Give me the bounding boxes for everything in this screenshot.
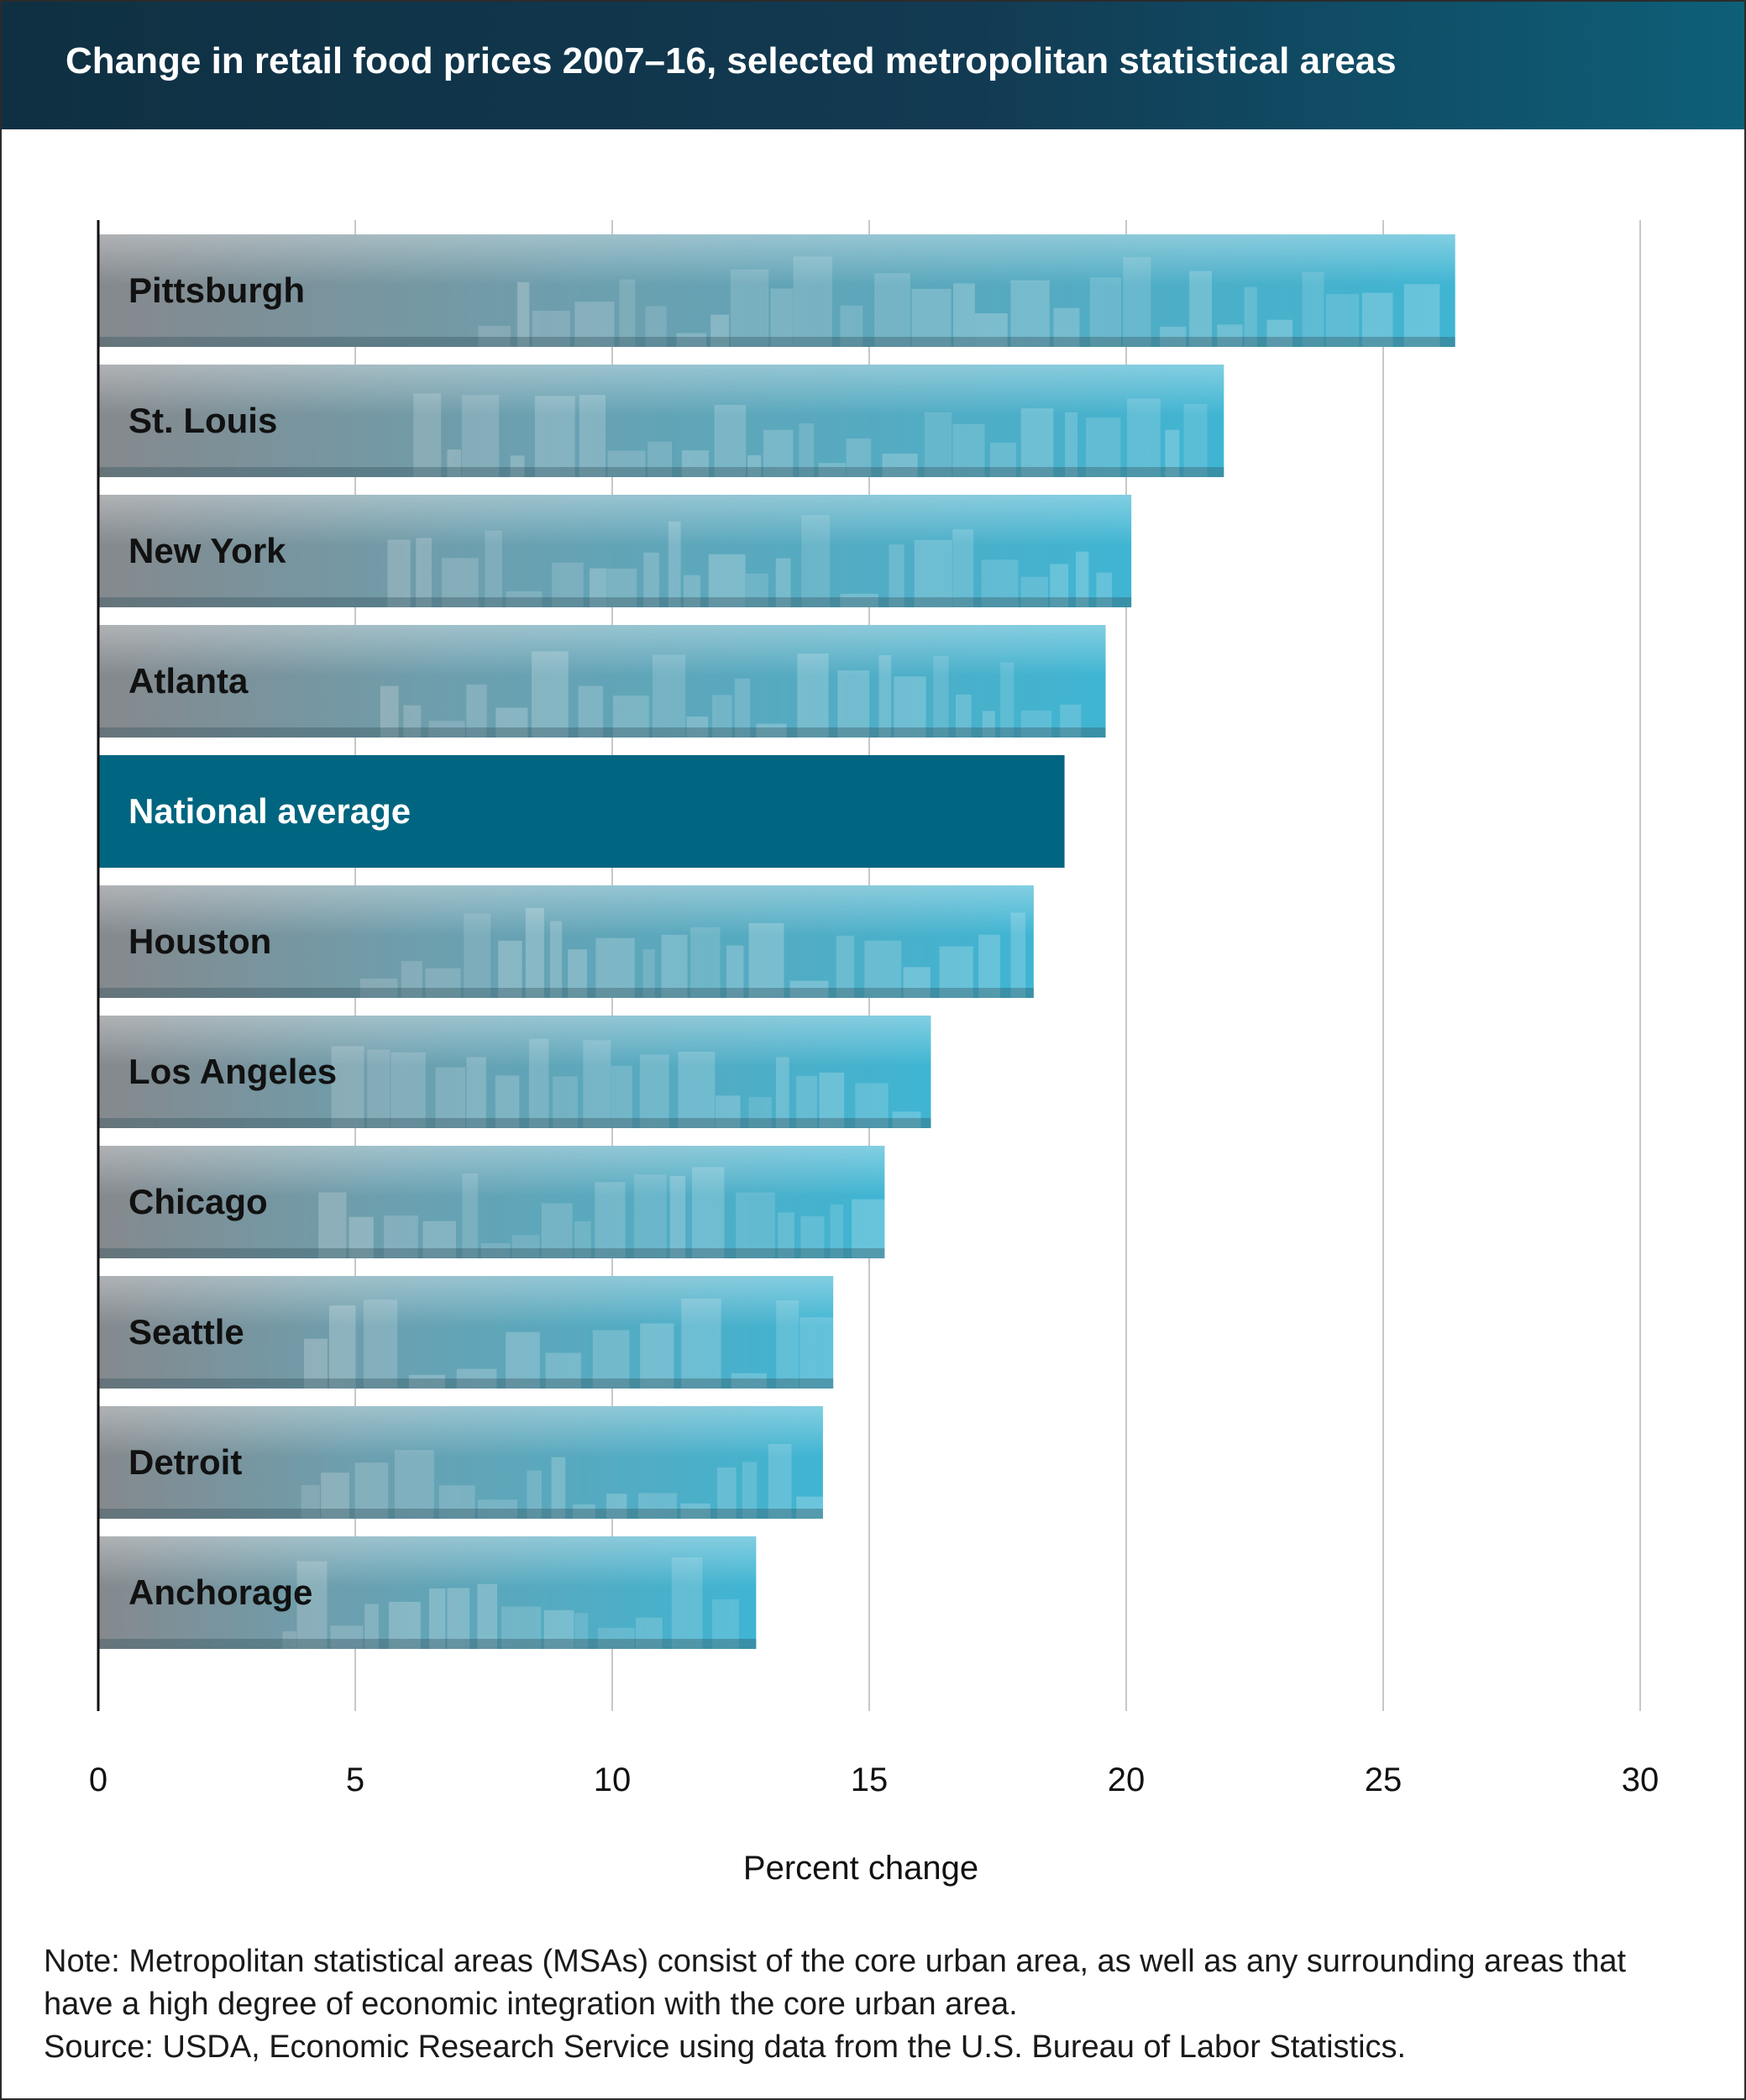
- bar-category-label: St. Louis: [128, 401, 277, 440]
- x-tick-label: 5: [346, 1761, 364, 1798]
- bar-group: Houston: [98, 885, 1034, 998]
- skyline-silhouette: [98, 1406, 823, 1519]
- note-line-2: have a high degree of economic integrati…: [44, 1987, 1018, 2022]
- bar-group: Los Angeles: [98, 1016, 931, 1128]
- bar-group: Seattle: [98, 1276, 834, 1389]
- skyline-silhouette: [98, 625, 1106, 738]
- bar-category-label: Seattle: [128, 1312, 244, 1352]
- skyline-silhouette: [98, 495, 1132, 607]
- bar-group: Pittsburgh: [98, 234, 1455, 347]
- x-tick-label: 30: [1622, 1761, 1659, 1798]
- skyline-silhouette: [98, 1276, 834, 1389]
- bar-group: Anchorage: [98, 1536, 757, 1649]
- bar-group: National average: [98, 755, 1065, 868]
- skyline-silhouette: [98, 234, 1455, 347]
- bars: Pittsburgh St. Louis New York Atlanta Nation…: [98, 234, 1455, 1649]
- skyline-silhouette: [98, 365, 1224, 477]
- x-tick-label: 0: [89, 1761, 107, 1798]
- chart-title: Change in retail food prices 2007–16, se…: [66, 40, 1397, 81]
- bar-chart: Pittsburgh St. Louis New York Atlanta Nation…: [89, 220, 1659, 1887]
- bar-category-label: National average: [128, 791, 411, 831]
- x-tick-label: 15: [851, 1761, 889, 1798]
- x-tick-label: 20: [1108, 1761, 1146, 1798]
- x-tick-label: 10: [594, 1761, 632, 1798]
- bar-group: St. Louis: [98, 365, 1224, 477]
- source-line: Source: USDA, Economic Research Service …: [44, 2029, 1407, 2065]
- note-line-1: Note: Metropolitan statistical areas (MS…: [44, 1944, 1627, 1979]
- bar-group: Detroit: [98, 1406, 823, 1519]
- x-tick-label: 25: [1365, 1761, 1403, 1798]
- bar-group: New York: [98, 495, 1132, 607]
- x-axis-label: Percent change: [743, 1850, 978, 1887]
- axes: 0 5 10 15 20 25 30: [89, 220, 1659, 1798]
- bar-group: Atlanta: [98, 625, 1106, 738]
- bar-category-label: Chicago: [128, 1182, 268, 1221]
- notes: Note: Metropolitan statistical areas (MS…: [44, 1940, 1715, 2069]
- bar-category-label: Houston: [128, 921, 271, 961]
- skyline-silhouette: [98, 1536, 757, 1649]
- bar-category-label: Los Angeles: [128, 1052, 337, 1091]
- bar-category-label: Anchorage: [128, 1572, 312, 1612]
- bar-national-average: [98, 755, 1065, 868]
- bar-category-label: Pittsburgh: [128, 270, 305, 310]
- skyline-silhouette: [98, 885, 1034, 998]
- bar-group: Chicago: [98, 1146, 885, 1258]
- bar-category-label: New York: [128, 531, 286, 570]
- bar-category-label: Detroit: [128, 1442, 242, 1482]
- bar-category-label: Atlanta: [128, 661, 249, 701]
- header-banner: Change in retail food prices 2007–16, se…: [2, 2, 1744, 129]
- skyline-silhouette: [98, 1146, 885, 1258]
- skyline-silhouette: [98, 1016, 931, 1128]
